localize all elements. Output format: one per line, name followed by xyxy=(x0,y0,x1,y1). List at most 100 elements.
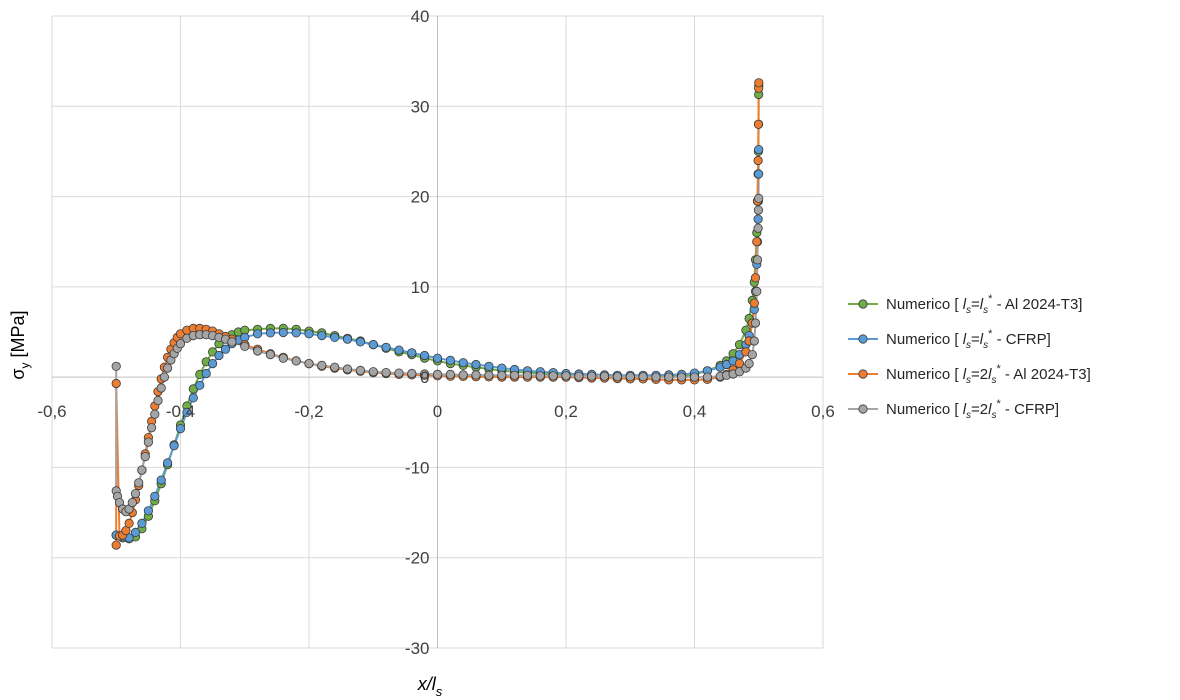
data-point xyxy=(458,370,468,380)
y-tick-label: 40 xyxy=(411,7,430,26)
y-tick-label: 20 xyxy=(411,188,430,207)
data-point xyxy=(484,370,494,380)
data-point xyxy=(432,369,443,379)
legend-entry: Numerico [ ls=2ls* - CFRP] xyxy=(848,398,1059,421)
data-point xyxy=(342,364,353,374)
data-point xyxy=(330,332,340,342)
data-point xyxy=(625,372,635,382)
data-point xyxy=(471,359,481,370)
data-point xyxy=(509,370,520,380)
data-point xyxy=(291,356,301,366)
data-point xyxy=(638,372,648,382)
data-point xyxy=(689,372,700,382)
data-point xyxy=(111,540,121,550)
data-point xyxy=(163,363,173,373)
legend-label: Numerico [ ls=ls* - CFRP] xyxy=(886,328,1051,351)
data-point xyxy=(753,223,763,233)
data-point xyxy=(419,369,430,379)
data-point xyxy=(265,349,275,360)
data-point xyxy=(394,368,404,378)
data-point xyxy=(130,488,141,499)
legend-entry: Numerico [ ls=2ls* - Al 2024-T3] xyxy=(848,363,1091,386)
x-tick-labels: -0,6 -0,4 -0,2 0 0,2 0,4 0,6 xyxy=(37,402,834,421)
data-point xyxy=(749,298,759,308)
legend-label: Numerico [ ls=2ls* - Al 2024-T3] xyxy=(886,363,1091,386)
data-point xyxy=(752,237,762,247)
data-point xyxy=(153,395,163,406)
data-point xyxy=(522,370,533,380)
data-point xyxy=(561,371,571,381)
data-point xyxy=(143,506,153,516)
data-point xyxy=(368,339,378,350)
x-tick-label: -0,6 xyxy=(37,402,66,421)
data-point xyxy=(220,344,231,354)
data-point xyxy=(188,393,198,403)
legend-label: Numerico [ ls=ls* - Al 2024-T3] xyxy=(886,293,1082,316)
legend-marker xyxy=(858,334,868,344)
x-axis-title: x/ls xyxy=(417,674,443,699)
data-point xyxy=(150,409,160,419)
data-point xyxy=(676,372,687,382)
data-point xyxy=(169,441,179,451)
data-point xyxy=(587,371,597,381)
data-point xyxy=(195,380,205,390)
data-point xyxy=(208,358,218,369)
data-point xyxy=(137,465,147,475)
x-tick-label: 0,6 xyxy=(811,402,835,421)
data-point xyxy=(278,327,288,338)
legend-marker xyxy=(858,369,868,379)
axes xyxy=(52,16,823,648)
y-tick-label: -10 xyxy=(405,458,430,477)
data-point xyxy=(747,349,757,360)
data-point xyxy=(163,458,173,468)
data-point xyxy=(445,355,455,365)
data-point xyxy=(265,328,275,338)
data-point xyxy=(394,345,404,355)
data-point xyxy=(752,255,763,265)
x-tick-label: 0,4 xyxy=(683,402,707,421)
x-tick-label: -0,4 xyxy=(166,402,195,421)
legend-entry: Numerico [ ls=ls* - CFRP] xyxy=(848,328,1051,351)
data-point xyxy=(214,350,224,361)
data-point xyxy=(304,329,314,339)
data-point xyxy=(253,329,263,339)
data-point xyxy=(574,371,584,381)
data-point xyxy=(651,372,661,382)
y-tick-label: -20 xyxy=(405,549,430,568)
data-point xyxy=(753,119,764,129)
y-tick-label: 0 xyxy=(420,368,429,387)
y-axis-title: σy [MPa] xyxy=(8,310,32,379)
data-point xyxy=(664,372,674,382)
data-point xyxy=(750,273,761,283)
data-point xyxy=(497,370,507,380)
y-tick-labels: -30 -20 -10 0 10 20 30 40 xyxy=(405,7,430,658)
data-point xyxy=(535,371,545,381)
data-point xyxy=(291,328,301,338)
data-point xyxy=(150,491,160,501)
data-point xyxy=(124,518,134,529)
data-point xyxy=(317,360,327,370)
data-point xyxy=(432,353,443,363)
data-point xyxy=(159,372,169,382)
data-point xyxy=(749,336,759,346)
y-tick-label: 30 xyxy=(411,97,430,116)
data-point xyxy=(278,353,288,363)
x-tick-label: 0 xyxy=(433,402,442,421)
data-point xyxy=(750,318,761,328)
data-point xyxy=(140,451,150,462)
data-point xyxy=(612,372,623,382)
y-tick-label: -30 xyxy=(405,639,430,658)
data-point xyxy=(548,371,558,381)
data-point xyxy=(137,518,147,529)
data-point xyxy=(484,361,494,371)
data-point xyxy=(753,169,764,179)
data-point xyxy=(407,348,417,358)
legend-label: Numerico [ ls=2ls* - CFRP] xyxy=(886,398,1059,421)
data-point xyxy=(156,383,166,393)
x-tick-label: -0,2 xyxy=(294,402,323,421)
x-tick-label: 0,2 xyxy=(554,402,578,421)
data-point xyxy=(111,361,121,371)
data-point xyxy=(147,423,157,433)
data-point xyxy=(355,337,365,347)
